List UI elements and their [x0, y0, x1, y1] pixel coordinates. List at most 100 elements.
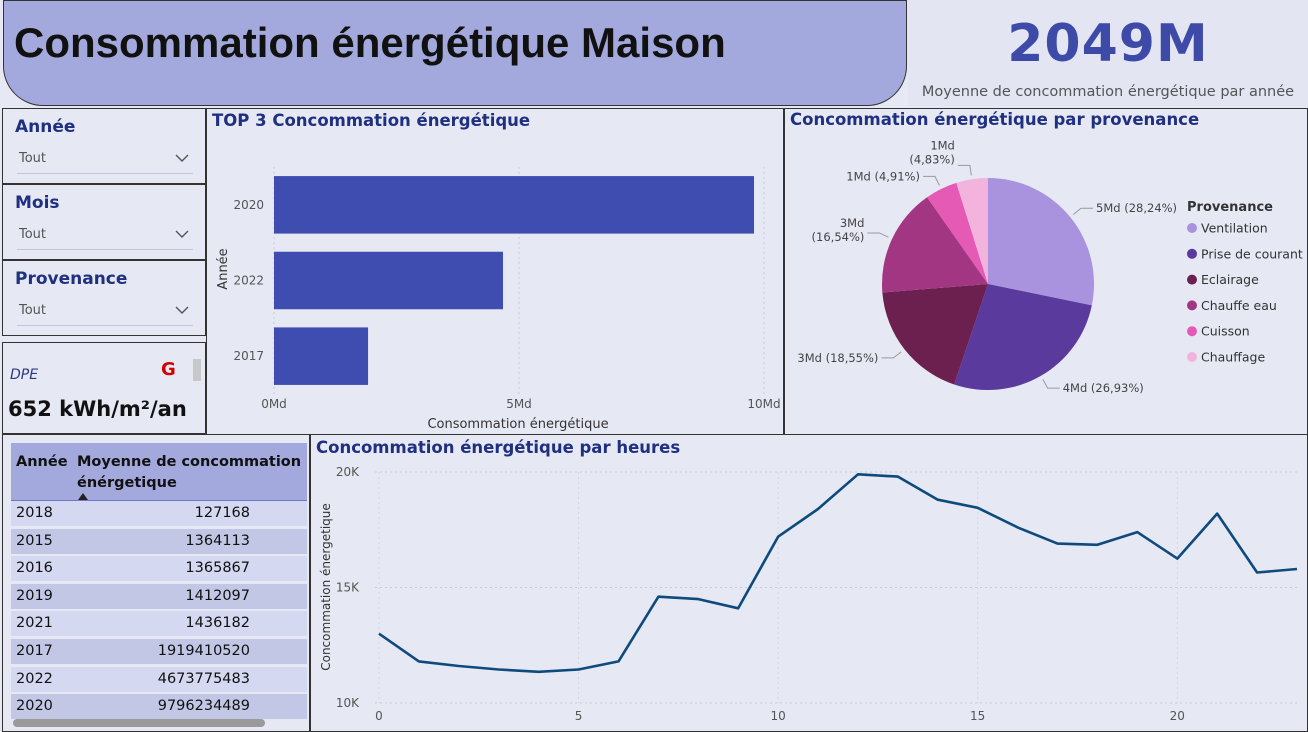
bar-2020[interactable]: [274, 176, 755, 234]
pie-chart-panel: Concommation énergétique par provenance …: [784, 108, 1308, 435]
cell-moyenne: 1919410520: [157, 643, 250, 659]
hourly-line-chart-panel: Concommation énergétique par heures 10K 1…: [310, 434, 1308, 732]
table-row[interactable]: 2018 127168: [11, 501, 307, 526]
pie-slice-prise-de-courant[interactable]: [954, 284, 1092, 390]
dpe-card: DPE G 652 kWh/m²/an: [2, 342, 206, 434]
y-tick-label: 2017: [233, 349, 264, 363]
data-label: 3Md: [840, 216, 865, 230]
cell-annee: 2020: [16, 698, 53, 715]
slicer-title: Année: [15, 117, 76, 137]
x-tick-label: 5: [575, 709, 583, 723]
legend-item[interactable]: Cuisson: [1201, 324, 1250, 339]
data-label: 1Md: [930, 138, 955, 152]
column-header-moyenne[interactable]: Moyenne de concommation énérgetique: [77, 454, 302, 491]
cell-moyenne: 4673775483: [157, 670, 250, 687]
pie-chart: 5Md (28,24%)4Md (26,93%)3Md (18,55%)3Md(…: [797, 138, 1303, 395]
slicer-underline: [17, 173, 193, 174]
cell-moyenne: 127168: [194, 505, 250, 521]
cell-moyenne: 1364113: [185, 532, 250, 549]
cell-annee: 2015: [16, 532, 53, 549]
table-row[interactable]: 2021 1436182: [11, 611, 307, 637]
slicer-dropdown-value[interactable]: Tout: [19, 303, 47, 318]
legend-swatch: [1187, 223, 1197, 233]
pie-slice-chauffe-eau[interactable]: [882, 197, 988, 293]
x-tick-label: 10Md: [747, 397, 780, 411]
table-row[interactable]: 2015 1364113: [11, 528, 307, 554]
table-scrollbar[interactable]: [13, 719, 265, 727]
dpe-value: 652 kWh/m²/an: [8, 397, 187, 421]
slicer-annee: Année Tout: [2, 108, 206, 184]
table-row[interactable]: 2020 9796234489: [11, 694, 307, 720]
cell-annee: 2017: [16, 643, 53, 659]
bar-2017[interactable]: [274, 327, 369, 385]
chevron-down-icon[interactable]: [175, 303, 189, 317]
data-label: 5Md (28,24%): [1096, 201, 1177, 215]
bar-2022[interactable]: [274, 251, 504, 310]
cell-annee: 2022: [16, 670, 53, 687]
data-label: (16,54%): [812, 230, 865, 244]
legend-item[interactable]: Eclairage: [1201, 272, 1259, 287]
table-header: Année Moyenne de concommation énérgetiqu…: [11, 443, 307, 501]
legend-swatch: [1187, 300, 1197, 311]
x-tick-label: 20: [1170, 709, 1185, 723]
x-tick-label: 10: [770, 709, 785, 723]
kpi-value: 2049M: [1007, 14, 1209, 74]
y-tick-label: 15K: [336, 581, 360, 595]
slicer-title: Provenance: [15, 269, 128, 289]
pie-slice-eclairage[interactable]: [882, 284, 988, 385]
chevron-down-icon[interactable]: [175, 151, 189, 165]
legend-item[interactable]: Prise de courant: [1201, 246, 1303, 261]
y-axis-title: Année: [216, 248, 231, 289]
y-axis-title: Concommation énergetique: [319, 503, 333, 671]
chevron-down-icon[interactable]: [175, 227, 189, 241]
pie-slice-chauffage[interactable]: [956, 178, 988, 284]
cell-moyenne: 1365867: [185, 560, 250, 577]
cell-moyenne: 1436182: [185, 615, 250, 632]
table-row[interactable]: 2017 1919410520: [11, 639, 307, 664]
table-row[interactable]: 2022 4673775483: [11, 666, 307, 692]
top3-bar-chart-panel: TOP 3 Concommation énergétique 0Md 5Md 10M…: [206, 108, 784, 435]
cell-moyenne: 9796234489: [157, 698, 250, 715]
cell-moyenne: 1412097: [185, 587, 250, 604]
x-tick-label: 15: [970, 709, 985, 723]
dpe-label: DPE: [10, 367, 39, 383]
slicer-underline: [17, 249, 193, 250]
slicer-dropdown-value[interactable]: Tout: [19, 151, 47, 166]
pie-slice-cuisson[interactable]: [927, 182, 988, 284]
slicer-title: Mois: [15, 193, 60, 213]
table-row[interactable]: 2016 1365867: [11, 556, 307, 582]
y-tick-label: 10K: [336, 696, 360, 710]
legend-item[interactable]: Chauffe eau: [1201, 298, 1277, 313]
cell-annee: 2018: [16, 505, 53, 521]
chart-title: Concommation énergétique par provenance: [790, 110, 1200, 129]
callout-line: [1042, 379, 1060, 389]
slicer-mois: Mois Tout: [2, 184, 206, 260]
sort-ascending-icon: [78, 493, 88, 500]
line-chart: 10K 15K 20K 0 5 10 15 20 Concommation énergetiq…: [319, 465, 1298, 723]
legend-item[interactable]: Ventilation: [1201, 221, 1268, 236]
legend-item[interactable]: Chauffage: [1201, 350, 1265, 365]
slicer-dropdown-value[interactable]: Tout: [19, 227, 47, 242]
page-title: Consommation énergétique Maison: [14, 19, 726, 66]
table-row[interactable]: 2019 1412097: [11, 583, 307, 609]
cell-annee: 2021: [16, 615, 53, 632]
chart-title: TOP 3 Concommation énergétique: [212, 111, 531, 130]
data-label: 1Md (4,91%): [846, 169, 920, 183]
column-header-annee[interactable]: Année: [16, 454, 68, 470]
chart-title: Concommation énergétique par heures: [316, 438, 681, 457]
legend-swatch: [1187, 352, 1197, 362]
callout-line: [922, 175, 940, 186]
series-line: [378, 473, 1298, 674]
x-axis-title: Consommation énergétique: [427, 417, 608, 432]
dpe-scrollbar[interactable]: [193, 359, 201, 381]
callout-line: [957, 164, 972, 176]
title-banner: Consommation énergétique Maison: [3, 0, 907, 106]
data-label: (4,83%): [909, 152, 955, 166]
x-tick-label: 5Md: [506, 397, 532, 411]
kpi-card: 2049M Moyenne de concommation énergétiqu…: [908, 0, 1308, 106]
bar-chart: 0Md 5Md 10Md 2020 2022 2017 Consommation éner…: [216, 167, 781, 432]
slicer-underline: [17, 325, 193, 326]
pie-slice-ventilation[interactable]: [988, 178, 1094, 306]
callout-line: [881, 351, 902, 359]
data-label: 3Md (18,55%): [797, 351, 878, 365]
